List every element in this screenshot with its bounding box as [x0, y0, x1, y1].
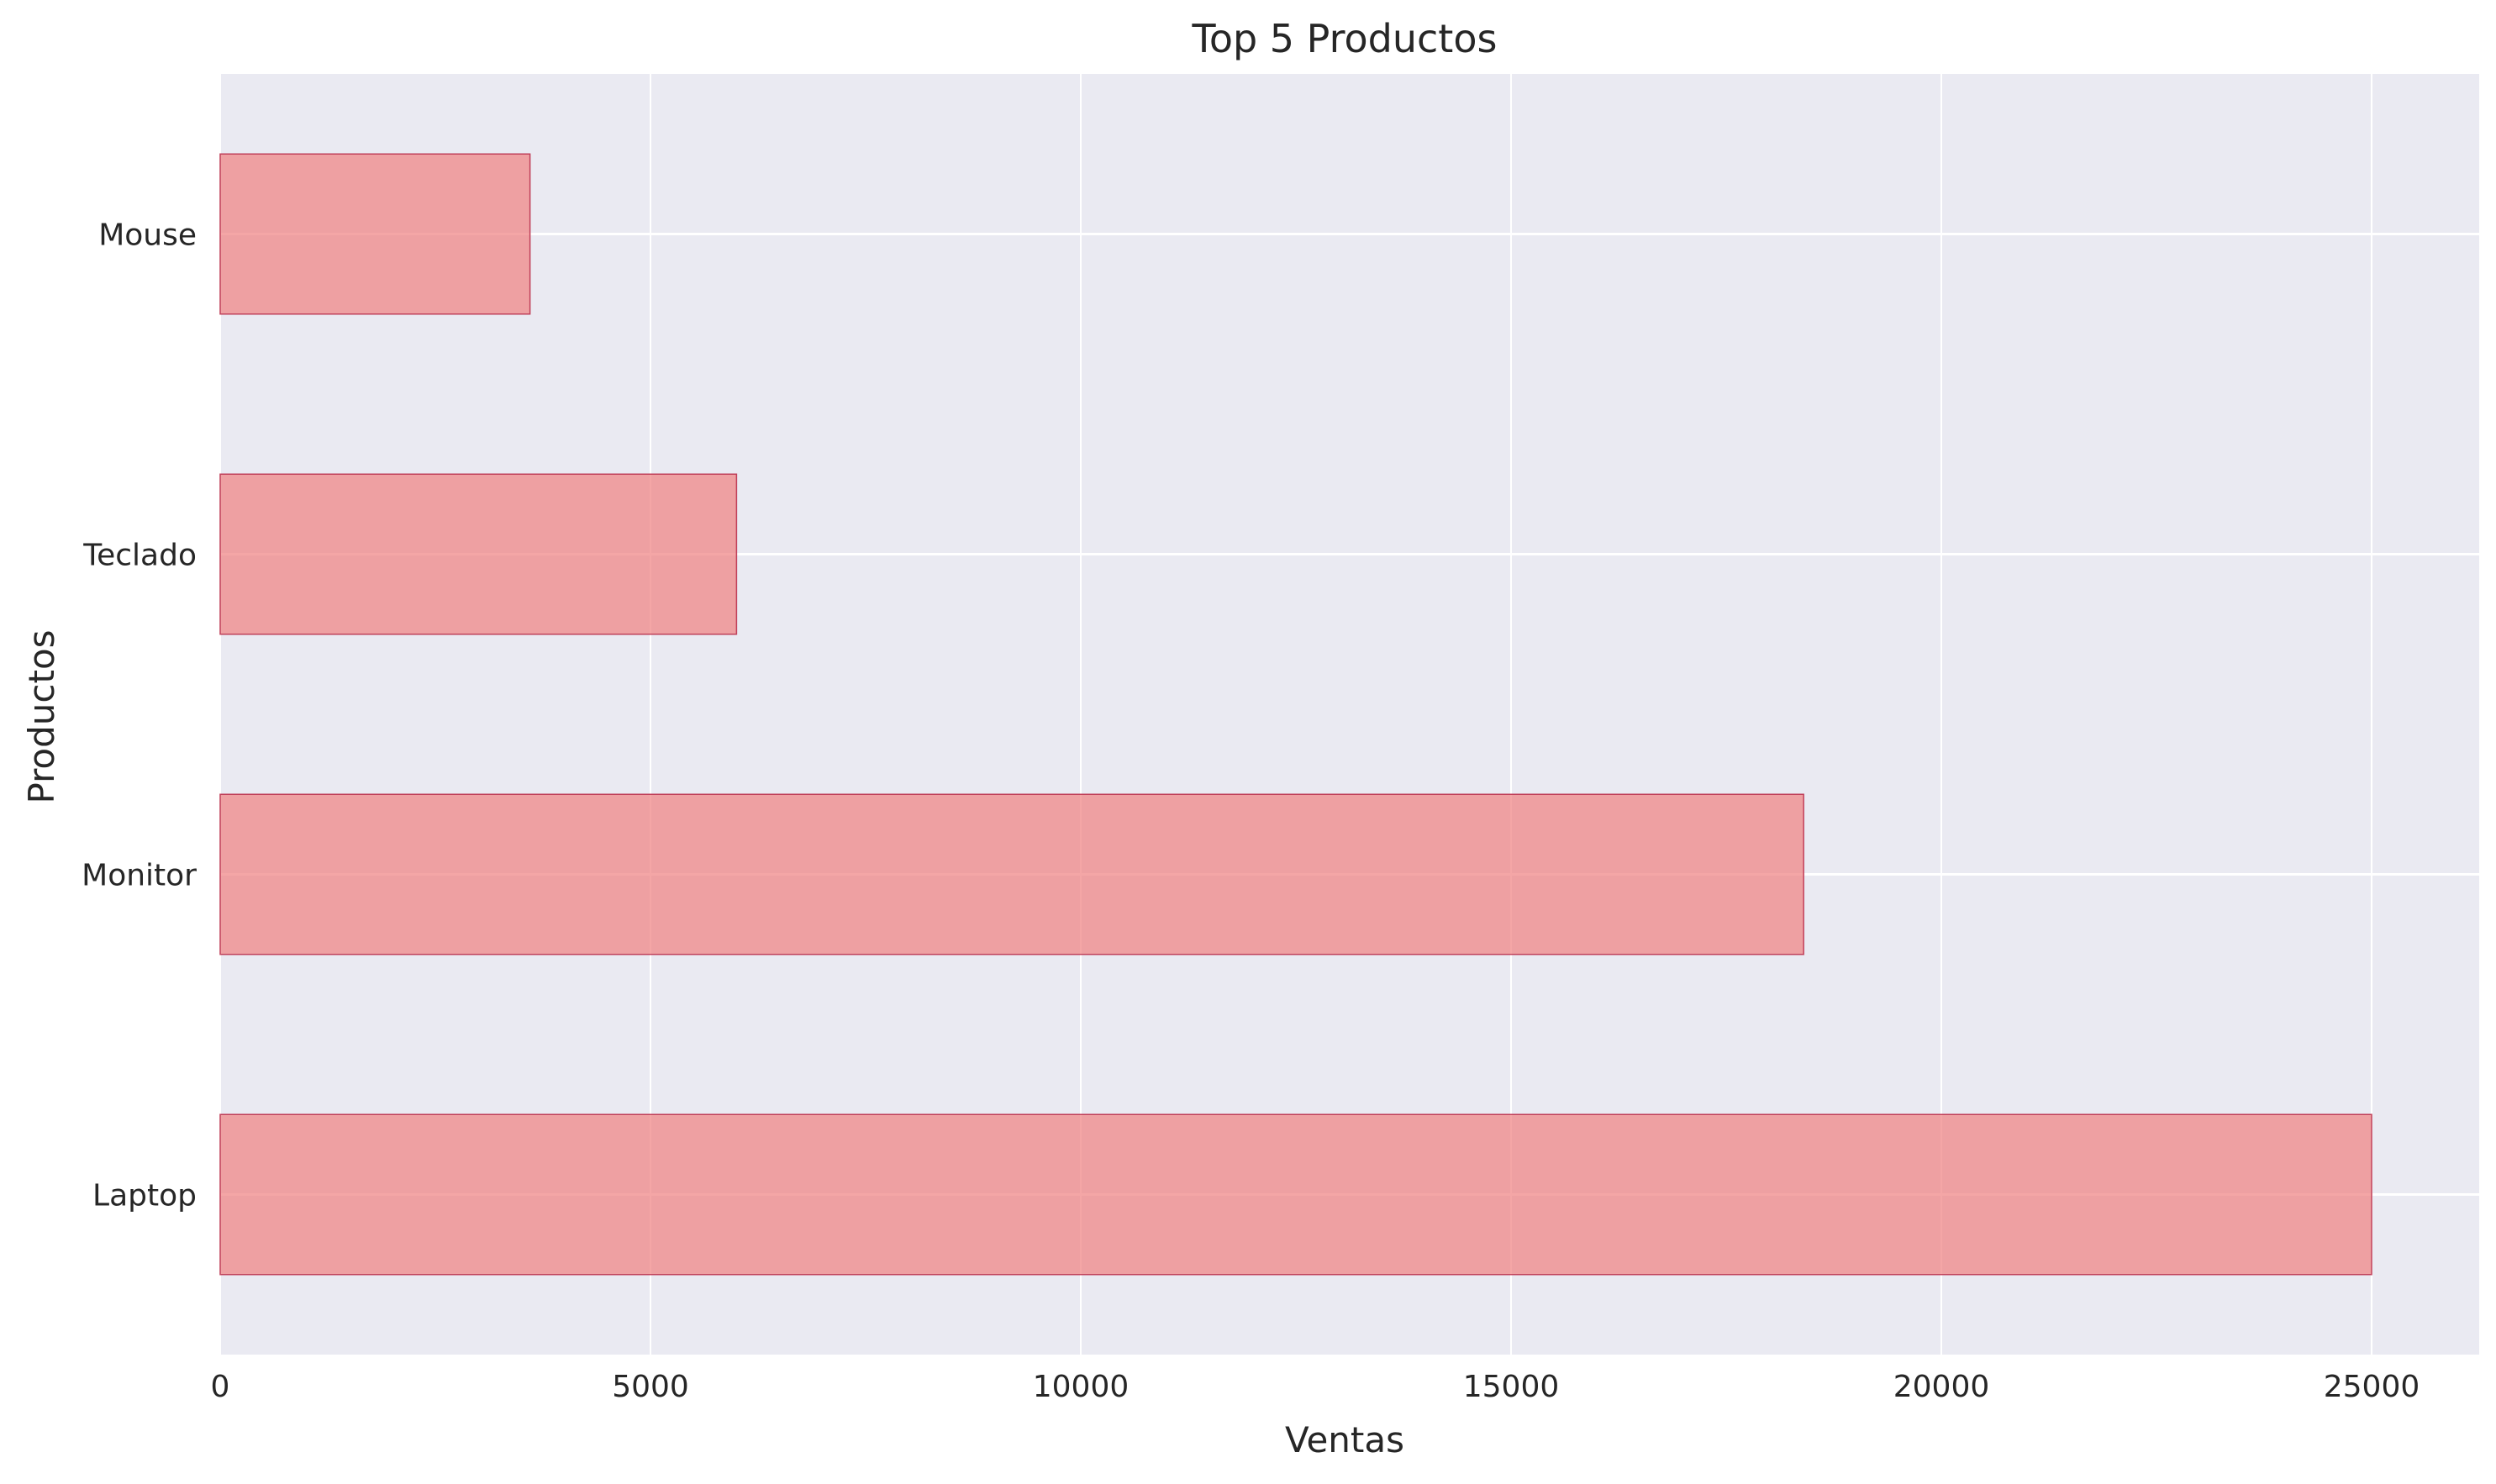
x-tick-label: 25000: [2324, 1370, 2420, 1404]
bar-teclado: [219, 473, 738, 635]
y-axis-label: Productos: [21, 629, 62, 803]
bar-monitor: [219, 793, 1804, 955]
y-tick-label: Monitor: [82, 859, 197, 893]
bars: [219, 153, 2372, 1276]
bar-laptop: [219, 1113, 2372, 1276]
y-tick-label: Laptop: [92, 1179, 197, 1213]
x-axis-label: Ventas: [1285, 1419, 1404, 1460]
y-tick-label: Teclado: [82, 539, 197, 573]
x-tick-label: 20000: [1893, 1370, 1990, 1404]
y-tick-labels: Mouse Teclado Monitor Laptop: [82, 218, 197, 1213]
x-tick-label: 15000: [1463, 1370, 1560, 1404]
chart-title: Top 5 Productos: [1192, 16, 1498, 61]
x-tick-label: 10000: [1033, 1370, 1130, 1404]
x-tick-label: 5000: [612, 1370, 689, 1404]
x-tick-labels: 0 5000 10000 15000 20000 25000: [211, 1370, 2420, 1404]
x-tick-label: 0: [211, 1370, 230, 1404]
bar-mouse: [219, 153, 531, 315]
y-tick-label: Mouse: [98, 218, 197, 253]
